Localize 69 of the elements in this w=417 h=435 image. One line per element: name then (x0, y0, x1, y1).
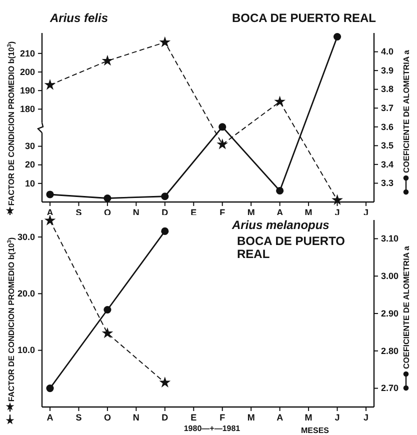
y2-tick-label: 3.00 (381, 270, 399, 281)
y2-tick-label: 3.8 (381, 84, 394, 94)
point (218, 123, 226, 131)
text: 1980—+—1981 (184, 424, 241, 433)
y-tick-label: 190 (20, 85, 35, 96)
y2-tick-label: 2.70 (381, 383, 399, 394)
y2-tick-label: 3.10 (381, 234, 399, 244)
y2-tick-label: 4.0 (381, 46, 394, 57)
y-tick-label: 20.0 (17, 288, 35, 299)
y2-tick-label: 2.90 (381, 308, 399, 318)
x-tick-label: S (76, 412, 82, 422)
x-tick-label: M (304, 412, 312, 422)
x-tick-label: A (46, 207, 54, 218)
y2-tick-label: 2.80 (381, 346, 399, 356)
y2-axis-title: COEFICIENTE DE ALOMETRIA a (402, 245, 411, 369)
y2-tick-label: 3.7 (381, 102, 394, 113)
y-tick-label: 200 (20, 66, 35, 77)
y2-tick-label: 3.4 (381, 159, 394, 170)
y2-axis-title: COEFICIENTE DE ALOMETRIA a (402, 49, 411, 173)
chart-title: Arius melanopus (231, 218, 330, 232)
point (104, 306, 112, 314)
x-tick-label: D (162, 412, 169, 422)
x-tick-label: M (304, 207, 312, 218)
y3-tick-label: 20 (24, 160, 35, 170)
x-tick-label: M (247, 207, 255, 218)
point (159, 376, 171, 388)
point (161, 192, 169, 200)
point (44, 215, 56, 226)
x-tick-label: F (220, 207, 226, 218)
y2-tick-label: 3.6 (381, 122, 394, 132)
x-tick-label: M (247, 412, 255, 422)
x-tick-label: E (190, 207, 197, 218)
x-tick-label: D (162, 207, 169, 218)
x-tick-label: F (220, 412, 226, 422)
point (159, 36, 171, 48)
text: BOCA DE PUERTO REAL (237, 234, 346, 261)
point (104, 194, 112, 202)
chart-subtitle: BOCA DE PUERTO REAL (232, 11, 376, 25)
x-tick-label: A (276, 412, 284, 422)
x-tick-label: J (363, 412, 369, 422)
y-tick-label: 30.0 (17, 232, 35, 242)
y3-tick-label: 30 (24, 141, 35, 152)
y-tick-label: 10.0 (17, 345, 35, 356)
y-tick-label: 210 (20, 48, 35, 58)
y-tick-label: 180 (20, 104, 35, 114)
y3-tick-label: 10 (24, 178, 35, 188)
chart-title: Arius felis (49, 11, 108, 25)
y2-tick-label: 3.5 (381, 140, 394, 151)
x-axis-title: MESES (300, 426, 330, 435)
point (161, 227, 169, 235)
x-tick-label: O (104, 412, 111, 422)
point (44, 79, 56, 90)
point (102, 327, 114, 338)
point (216, 138, 228, 150)
point (274, 96, 286, 107)
point (46, 384, 54, 392)
y2-tick-label: 3.3 (381, 178, 394, 188)
x-tick-label: N (132, 207, 140, 218)
point (333, 32, 342, 41)
x-tick-label: N (132, 412, 140, 422)
x-tick-label: J (334, 412, 340, 422)
x-tick-label: A (276, 207, 284, 218)
point (332, 194, 343, 205)
x-tick-label: E (190, 412, 197, 422)
point (46, 190, 54, 198)
y2-tick-label: 3.9 (381, 65, 394, 76)
point (276, 186, 284, 195)
point (102, 54, 114, 66)
x-tick-label: A (46, 412, 54, 422)
